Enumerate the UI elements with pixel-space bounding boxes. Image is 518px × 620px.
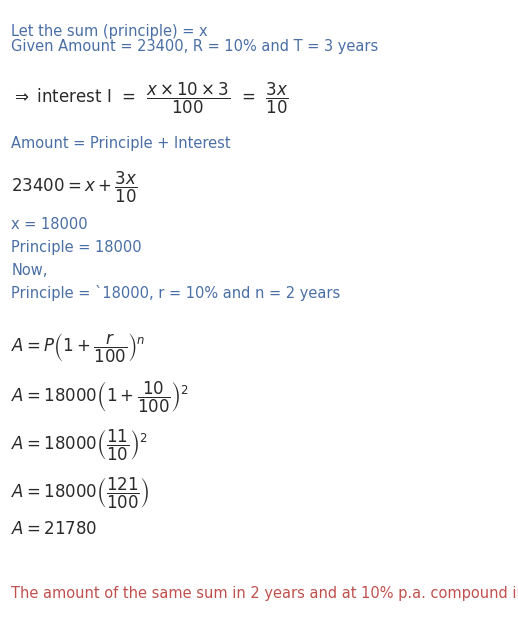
Text: x = 18000: x = 18000 xyxy=(11,217,88,232)
Text: $A = 18000\left(1 + \dfrac{10}{100}\right)^{2}$: $A = 18000\left(1 + \dfrac{10}{100}\righ… xyxy=(11,379,190,415)
Text: $A = P\left(1 + \dfrac{r}{100}\right)^{n}$: $A = P\left(1 + \dfrac{r}{100}\right)^{n… xyxy=(11,332,146,365)
Text: Given Amount = 23400, R = 10% and T = 3 years: Given Amount = 23400, R = 10% and T = 3 … xyxy=(11,39,379,54)
Text: $A = 18000\left(\dfrac{11}{10}\right)^{2}$: $A = 18000\left(\dfrac{11}{10}\right)^{2… xyxy=(11,428,148,463)
Text: $A = 21780$: $A = 21780$ xyxy=(11,520,98,538)
Text: Principle = 18000: Principle = 18000 xyxy=(11,240,142,255)
Text: Now,: Now, xyxy=(11,263,48,278)
Text: $\Rightarrow$ interest I  =  $\dfrac{x \times 10 \times 3}{100}$  =  $\dfrac{3x}: $\Rightarrow$ interest I = $\dfrac{x \ti… xyxy=(11,81,289,116)
Text: The amount of the same sum in 2 years and at 10% p.a. compound interest is 21780: The amount of the same sum in 2 years an… xyxy=(11,586,518,601)
Text: Amount = Principle + Interest: Amount = Principle + Interest xyxy=(11,136,231,151)
Text: $23400 = x + \dfrac{3x}{10}$: $23400 = x + \dfrac{3x}{10}$ xyxy=(11,170,138,205)
Text: $A = 18000\left(\dfrac{121}{100}\right)$: $A = 18000\left(\dfrac{121}{100}\right)$ xyxy=(11,476,150,512)
Text: Principle = `18000, r = 10% and n = 2 years: Principle = `18000, r = 10% and n = 2 ye… xyxy=(11,285,341,301)
Text: Let the sum (principle) = x: Let the sum (principle) = x xyxy=(11,24,208,38)
